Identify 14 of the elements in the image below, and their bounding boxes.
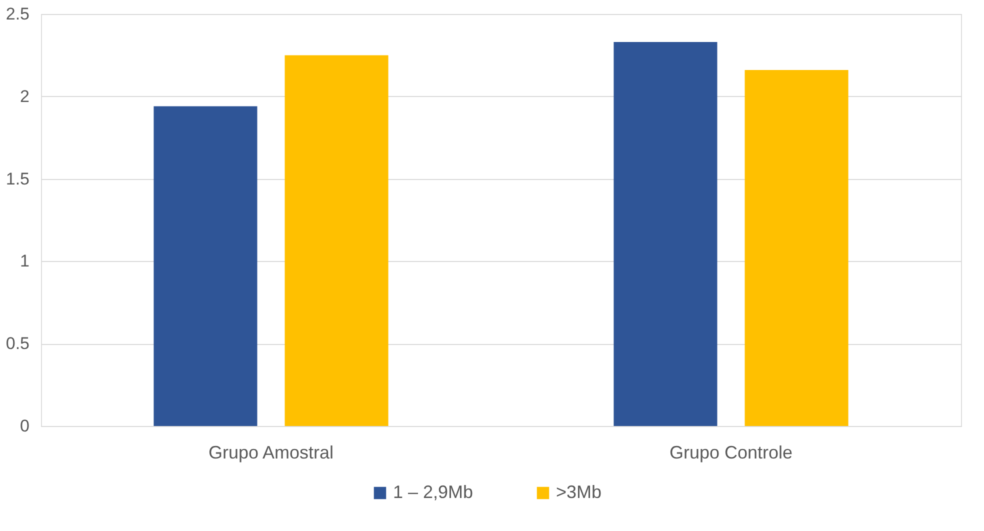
x-tick-label: Grupo Controle <box>669 442 793 462</box>
y-tick-label: 0 <box>20 416 30 436</box>
y-tick-label: 1 <box>20 252 30 271</box>
bar <box>744 70 848 426</box>
legend-label: 1 – 2,9Mb <box>393 482 474 502</box>
y-tick-label: 0.5 <box>6 334 30 354</box>
bar <box>284 55 388 426</box>
x-tick-label: Grupo Amostral <box>208 442 334 462</box>
y-tick-label: 2 <box>20 86 30 106</box>
y-tick-label: 2.5 <box>6 4 30 24</box>
bar <box>154 106 258 426</box>
bar <box>614 42 718 426</box>
y-tick-label: 1.5 <box>6 169 30 188</box>
legend-label: >3Mb <box>556 482 602 502</box>
